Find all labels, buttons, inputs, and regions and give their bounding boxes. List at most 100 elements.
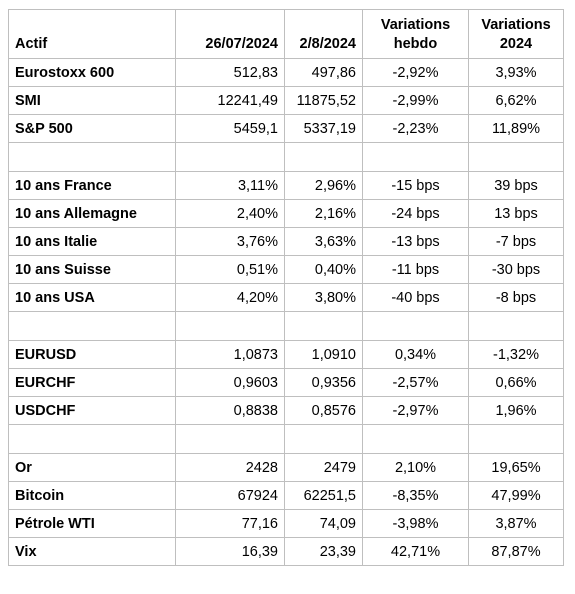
ytd-change-cell: 87,87% <box>468 537 564 566</box>
value-date-2-cell: 1,0910 <box>284 340 363 369</box>
empty-cell <box>8 311 176 341</box>
value-date-1-cell: 16,39 <box>175 537 285 566</box>
empty-cell <box>8 424 176 454</box>
asset-name-cell: 10 ans Italie <box>8 227 176 256</box>
ytd-change-cell: 39 bps <box>468 171 564 200</box>
value-date-2-cell: 74,09 <box>284 509 363 538</box>
value-date-1-cell: 2,40% <box>175 199 285 228</box>
value-date-1-cell: 5459,1 <box>175 114 285 143</box>
ytd-change-cell: 3,87% <box>468 509 564 538</box>
ytd-change-cell: 1,96% <box>468 396 564 425</box>
empty-cell <box>468 424 564 454</box>
table-row: Bitcoin 67924 62251,5 -8,35% 47,99% <box>8 481 564 510</box>
asset-name-cell: EURUSD <box>8 340 176 369</box>
value-date-1-cell: 512,83 <box>175 58 285 87</box>
table-row: USDCHF 0,8838 0,8576 -2,97% 1,96% <box>8 396 564 425</box>
asset-name-cell: 10 ans Suisse <box>8 255 176 284</box>
asset-name-cell: USDCHF <box>8 396 176 425</box>
asset-name-cell: S&P 500 <box>8 114 176 143</box>
asset-name-cell: Pétrole WTI <box>8 509 176 538</box>
header-asset: Actif <box>8 9 176 59</box>
ytd-change-cell: -8 bps <box>468 283 564 312</box>
value-date-1-cell: 67924 <box>175 481 285 510</box>
table-row: EURUSD 1,0873 1,0910 0,34% -1,32% <box>8 340 564 369</box>
weekly-change-cell: -15 bps <box>362 171 469 200</box>
asset-name-cell: Eurostoxx 600 <box>8 58 176 87</box>
weekly-change-cell: -2,97% <box>362 396 469 425</box>
ytd-change-cell: 19,65% <box>468 453 564 482</box>
value-date-1-cell: 3,11% <box>175 171 285 200</box>
weekly-change-cell: -3,98% <box>362 509 469 538</box>
value-date-2-cell: 62251,5 <box>284 481 363 510</box>
market-table-container: Actif 26/07/2024 2/8/2024 Variations heb… <box>8 9 564 566</box>
value-date-1-cell: 0,9603 <box>175 368 285 397</box>
weekly-change-cell: -2,57% <box>362 368 469 397</box>
ytd-change-cell: 11,89% <box>468 114 564 143</box>
asset-name-cell: Or <box>8 453 176 482</box>
asset-name-cell: Bitcoin <box>8 481 176 510</box>
weekly-change-cell: -13 bps <box>362 227 469 256</box>
value-date-2-cell: 23,39 <box>284 537 363 566</box>
empty-cell <box>284 142 363 172</box>
value-date-1-cell: 1,0873 <box>175 340 285 369</box>
empty-cell <box>284 311 363 341</box>
weekly-change-cell: -2,92% <box>362 58 469 87</box>
value-date-2-cell: 0,9356 <box>284 368 363 397</box>
weekly-change-cell: -11 bps <box>362 255 469 284</box>
header-weekly-change: Variations hebdo <box>362 9 469 59</box>
section-spacer-row <box>8 311 564 341</box>
table-row: EURCHF 0,9603 0,9356 -2,57% 0,66% <box>8 368 564 397</box>
ytd-change-cell: 0,66% <box>468 368 564 397</box>
table-row: Pétrole WTI 77,16 74,09 -3,98% 3,87% <box>8 509 564 538</box>
ytd-change-cell: 47,99% <box>468 481 564 510</box>
weekly-change-cell: -2,99% <box>362 86 469 115</box>
empty-cell <box>362 424 469 454</box>
asset-name-cell: Vix <box>8 537 176 566</box>
table-row: 10 ans USA 4,20% 3,80% -40 bps -8 bps <box>8 283 564 312</box>
weekly-change-cell: 2,10% <box>362 453 469 482</box>
value-date-2-cell: 2479 <box>284 453 363 482</box>
weekly-change-cell: 42,71% <box>362 537 469 566</box>
empty-cell <box>175 311 285 341</box>
value-date-1-cell: 3,76% <box>175 227 285 256</box>
table-row: 10 ans Suisse 0,51% 0,40% -11 bps -30 bps <box>8 255 564 284</box>
table-row: 10 ans Allemagne 2,40% 2,16% -24 bps 13 bps <box>8 199 564 228</box>
asset-name-cell: EURCHF <box>8 368 176 397</box>
ytd-change-cell: -7 bps <box>468 227 564 256</box>
value-date-1-cell: 77,16 <box>175 509 285 538</box>
empty-cell <box>362 311 469 341</box>
weekly-change-cell: -40 bps <box>362 283 469 312</box>
asset-name-cell: 10 ans USA <box>8 283 176 312</box>
value-date-2-cell: 3,80% <box>284 283 363 312</box>
empty-cell <box>468 311 564 341</box>
ytd-change-cell: 13 bps <box>468 199 564 228</box>
value-date-2-cell: 3,63% <box>284 227 363 256</box>
weekly-change-cell: -2,23% <box>362 114 469 143</box>
value-date-2-cell: 497,86 <box>284 58 363 87</box>
header-date-1: 26/07/2024 <box>175 9 285 59</box>
header-ytd-change: Variations 2024 <box>468 9 564 59</box>
value-date-2-cell: 2,96% <box>284 171 363 200</box>
weekly-change-cell: 0,34% <box>362 340 469 369</box>
value-date-1-cell: 0,8838 <box>175 396 285 425</box>
section-spacer-row <box>8 424 564 454</box>
header-date-2: 2/8/2024 <box>284 9 363 59</box>
empty-cell <box>8 142 176 172</box>
value-date-2-cell: 0,40% <box>284 255 363 284</box>
value-date-1-cell: 12241,49 <box>175 86 285 115</box>
ytd-change-cell: -1,32% <box>468 340 564 369</box>
ytd-change-cell: 6,62% <box>468 86 564 115</box>
ytd-change-cell: 3,93% <box>468 58 564 87</box>
table-row: Vix 16,39 23,39 42,71% 87,87% <box>8 537 564 566</box>
market-performance-table: Actif 26/07/2024 2/8/2024 Variations heb… <box>8 9 564 566</box>
value-date-1-cell: 2428 <box>175 453 285 482</box>
weekly-change-cell: -24 bps <box>362 199 469 228</box>
table-row: SMI 12241,49 11875,52 -2,99% 6,62% <box>8 86 564 115</box>
value-date-2-cell: 5337,19 <box>284 114 363 143</box>
value-date-1-cell: 4,20% <box>175 283 285 312</box>
table-row: Or 2428 2479 2,10% 19,65% <box>8 453 564 482</box>
asset-name-cell: SMI <box>8 86 176 115</box>
empty-cell <box>468 142 564 172</box>
value-date-2-cell: 0,8576 <box>284 396 363 425</box>
table-header-row: Actif 26/07/2024 2/8/2024 Variations heb… <box>8 9 564 59</box>
